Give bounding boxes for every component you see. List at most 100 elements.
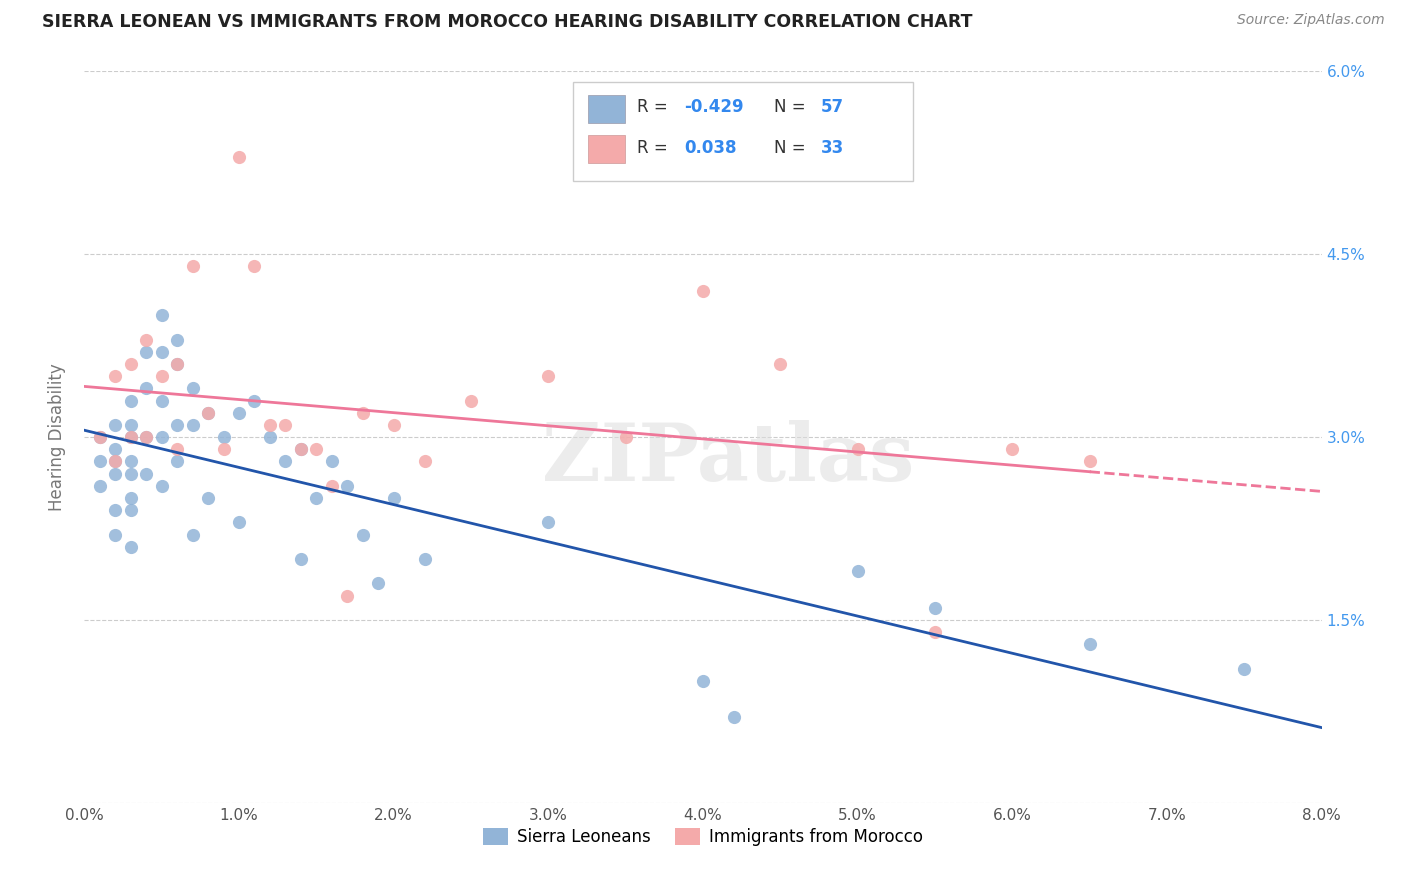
Point	[104, 467, 127, 481]
Point	[150, 430, 173, 444]
Point	[104, 417, 127, 432]
Text: R =: R =	[637, 98, 673, 116]
Point	[181, 417, 204, 432]
Point	[259, 430, 281, 444]
Point	[89, 454, 111, 468]
Point	[89, 430, 111, 444]
Point	[120, 454, 142, 468]
Point	[290, 442, 312, 457]
Text: 33: 33	[821, 139, 844, 157]
Point	[104, 503, 127, 517]
Point	[924, 600, 946, 615]
Point	[104, 527, 127, 541]
Point	[352, 406, 374, 420]
Point	[692, 284, 714, 298]
Point	[413, 552, 436, 566]
Point	[305, 491, 328, 505]
Point	[228, 406, 250, 420]
Point	[104, 369, 127, 384]
Point	[166, 357, 188, 371]
Point	[243, 260, 266, 274]
Point	[150, 479, 173, 493]
Point	[413, 454, 436, 468]
Point	[150, 393, 173, 408]
Point	[181, 381, 204, 395]
Point	[120, 491, 142, 505]
Point	[166, 357, 188, 371]
Point	[1078, 637, 1101, 651]
Point	[120, 430, 142, 444]
Point	[259, 417, 281, 432]
Text: -0.429: -0.429	[685, 98, 744, 116]
Point	[243, 393, 266, 408]
Point	[1233, 662, 1256, 676]
Point	[135, 344, 157, 359]
Point	[352, 527, 374, 541]
Point	[846, 442, 869, 457]
Point	[382, 417, 405, 432]
Point	[537, 516, 560, 530]
Point	[924, 625, 946, 640]
Point	[104, 442, 127, 457]
Point	[135, 467, 157, 481]
Text: ZIPatlas: ZIPatlas	[541, 420, 914, 498]
Point	[120, 503, 142, 517]
Point	[321, 479, 343, 493]
Y-axis label: Hearing Disability: Hearing Disability	[48, 363, 66, 511]
Point	[367, 576, 389, 591]
Point	[460, 393, 482, 408]
Point	[181, 260, 204, 274]
Point	[769, 357, 792, 371]
Point	[120, 393, 142, 408]
Point	[197, 406, 219, 420]
Point	[846, 564, 869, 578]
Point	[321, 454, 343, 468]
Text: R =: R =	[637, 139, 673, 157]
Point	[104, 454, 127, 468]
Point	[228, 150, 250, 164]
Point	[120, 417, 142, 432]
Point	[135, 430, 157, 444]
Point	[120, 467, 142, 481]
Point	[197, 406, 219, 420]
Point	[135, 430, 157, 444]
Point	[537, 369, 560, 384]
Point	[197, 491, 219, 505]
Text: 0.038: 0.038	[685, 139, 737, 157]
Point	[166, 442, 188, 457]
Text: SIERRA LEONEAN VS IMMIGRANTS FROM MOROCCO HEARING DISABILITY CORRELATION CHART: SIERRA LEONEAN VS IMMIGRANTS FROM MOROCC…	[42, 13, 973, 31]
Point	[120, 540, 142, 554]
Legend: Sierra Leoneans, Immigrants from Morocco: Sierra Leoneans, Immigrants from Morocco	[477, 822, 929, 853]
Point	[150, 344, 173, 359]
Point	[166, 333, 188, 347]
Point	[120, 430, 142, 444]
Point	[290, 552, 312, 566]
Point	[382, 491, 405, 505]
Text: N =: N =	[773, 98, 810, 116]
Point	[336, 589, 359, 603]
Point	[1001, 442, 1024, 457]
Point	[228, 516, 250, 530]
Point	[150, 369, 173, 384]
Point	[104, 454, 127, 468]
Point	[305, 442, 328, 457]
Point	[135, 381, 157, 395]
Bar	[588, 135, 626, 163]
Point	[614, 430, 637, 444]
Point	[692, 673, 714, 688]
Point	[181, 527, 204, 541]
Point	[120, 357, 142, 371]
Point	[274, 417, 297, 432]
Point	[723, 710, 745, 724]
Point	[290, 442, 312, 457]
Point	[212, 430, 235, 444]
Point	[166, 454, 188, 468]
Point	[336, 479, 359, 493]
Point	[89, 479, 111, 493]
Point	[89, 430, 111, 444]
Point	[1078, 454, 1101, 468]
Point	[150, 308, 173, 322]
Bar	[588, 95, 626, 122]
Point	[166, 417, 188, 432]
Point	[135, 333, 157, 347]
